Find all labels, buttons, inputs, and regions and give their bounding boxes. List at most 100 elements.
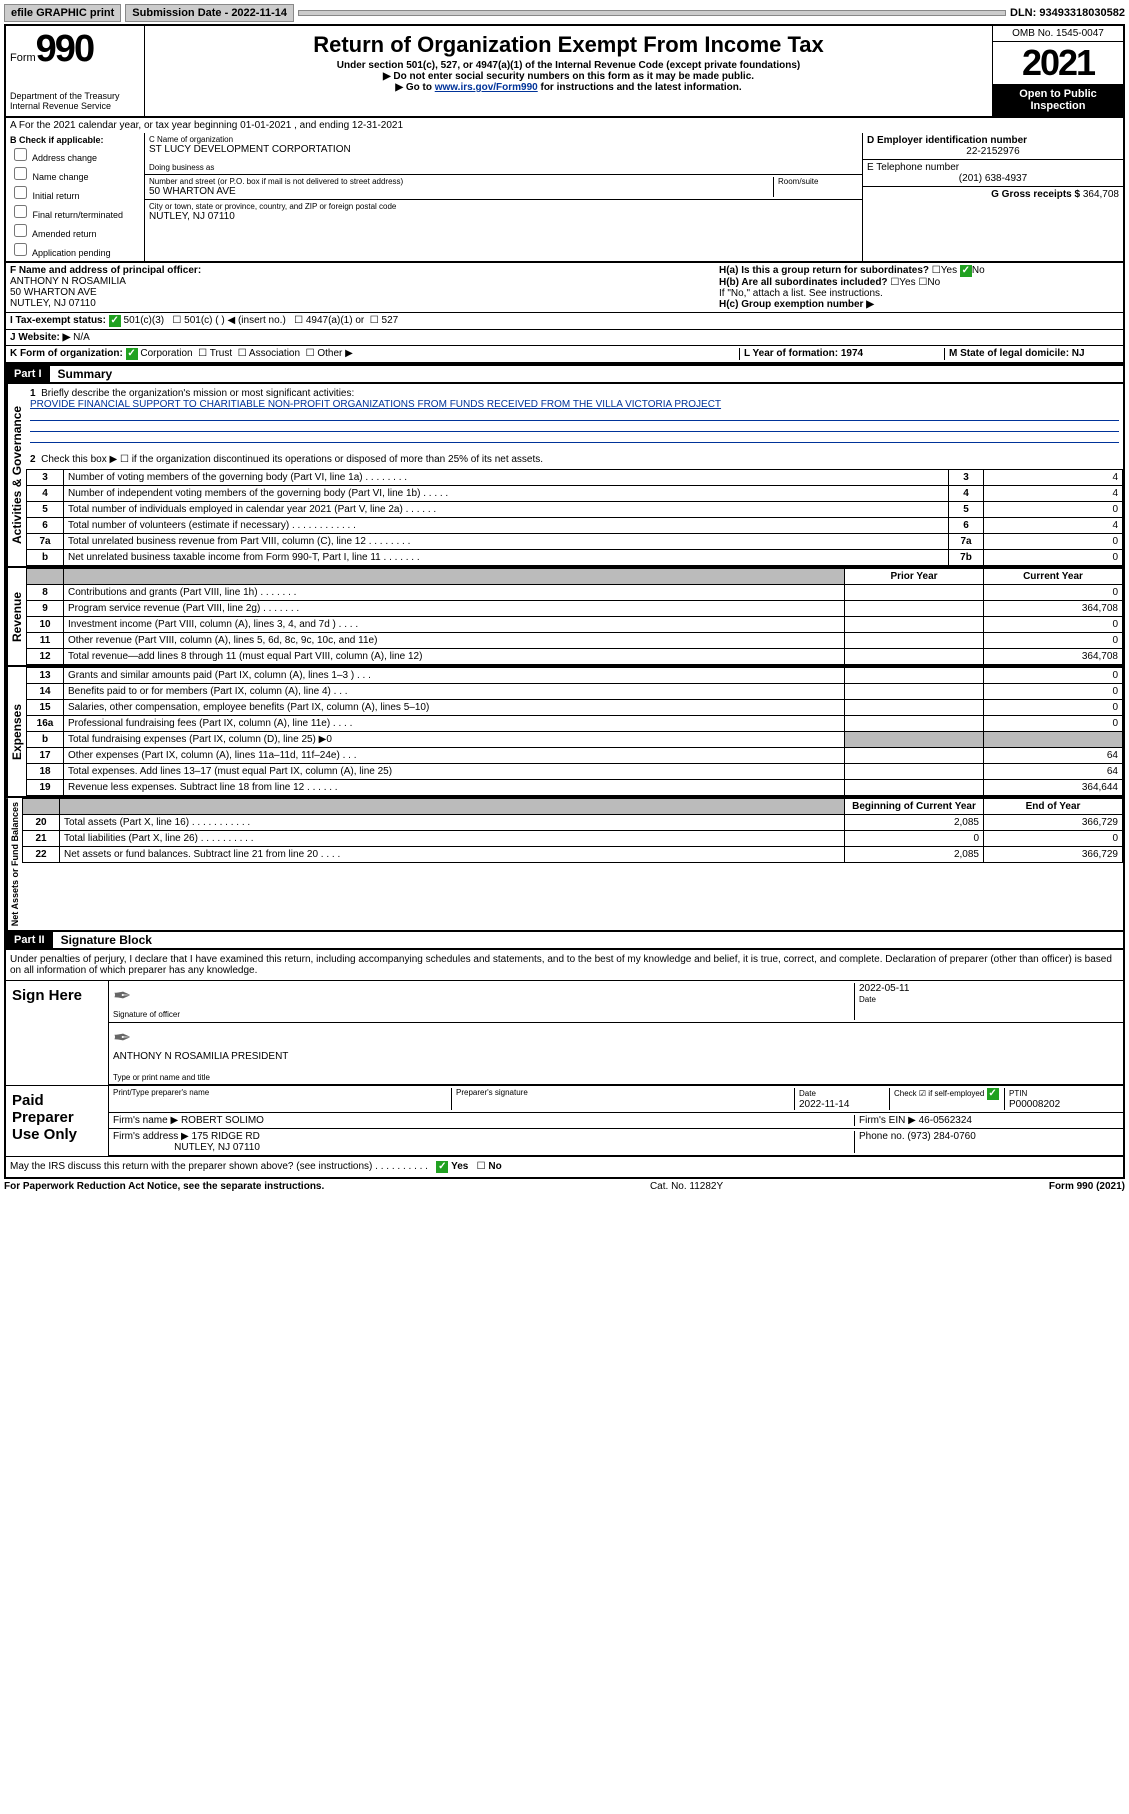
tax-exempt-label: I Tax-exempt status: xyxy=(10,315,106,326)
self-employed-checked-icon: ✓ xyxy=(987,1088,999,1100)
name-change-checkbox[interactable] xyxy=(14,167,27,180)
initial-return-checkbox[interactable] xyxy=(14,186,27,199)
part1-header: Part I xyxy=(6,366,50,382)
firm-addr1: 175 RIDGE RD xyxy=(192,1131,260,1142)
netassets-table: Beginning of Current YearEnd of Year 20T… xyxy=(22,798,1123,863)
ein-label: D Employer identification number xyxy=(867,135,1027,146)
sig-date-label: Date xyxy=(859,995,876,1004)
type-name-label: Type or print name and title xyxy=(113,1073,1119,1082)
firm-ein: 46-0562324 xyxy=(919,1115,972,1126)
firm-ein-label: Firm's EIN ▶ xyxy=(859,1115,916,1126)
page-footer: For Paperwork Reduction Act Notice, see … xyxy=(4,1179,1125,1192)
officer-label: F Name and address of principal officer: xyxy=(10,265,201,276)
part1-title: Summary xyxy=(50,367,113,381)
amended-return-checkbox[interactable] xyxy=(14,224,27,237)
addr-label: Number and street (or P.O. box if mail i… xyxy=(149,177,773,186)
line-a: A For the 2021 calendar year, or tax yea… xyxy=(4,118,1125,133)
officer-addr2: NUTLEY, NJ 07110 xyxy=(10,298,96,309)
city-state-zip: NUTLEY, NJ 07110 xyxy=(149,211,858,222)
irs-link[interactable]: www.irs.gov/Form990 xyxy=(435,82,538,93)
form-title: Return of Organization Exempt From Incom… xyxy=(149,32,988,58)
row-i: I Tax-exempt status: ✓ 501(c)(3) ☐ 501(c… xyxy=(4,313,1125,330)
part2-header: Part II xyxy=(6,932,53,948)
omb-label: OMB No. 1545-0047 xyxy=(993,26,1123,42)
firm-addr2: NUTLEY, NJ 07110 xyxy=(174,1142,260,1153)
ptin-label: PTIN xyxy=(1009,1089,1027,1098)
sig-date-value: 2022-05-11 xyxy=(859,983,909,994)
q2-label: Check this box ▶ ☐ if the organization d… xyxy=(41,454,543,465)
side-governance: Activities & Governance xyxy=(6,384,26,566)
form-org-label: K Form of organization: xyxy=(10,348,123,359)
firm-phone-label: Phone no. xyxy=(859,1131,905,1142)
phone-value: (201) 638-4937 xyxy=(867,173,1119,184)
opt-2: Initial return xyxy=(33,191,80,201)
opt-0: Address change xyxy=(32,153,97,163)
hc-label: H(c) Group exemption number ▶ xyxy=(719,299,874,310)
self-employed-label: Check ☑ if self-employed xyxy=(894,1089,984,1098)
final-return-checkbox[interactable] xyxy=(14,205,27,218)
state-domicile: M State of legal domicile: NJ xyxy=(949,348,1085,359)
org-name: ST LUCY DEVELOPMENT CORPORTATION xyxy=(149,144,858,155)
form-header: Form990 Department of the Treasury Inter… xyxy=(4,24,1125,118)
col-prior: Prior Year xyxy=(845,569,984,585)
side-netassets: Net Assets or Fund Balances xyxy=(6,798,22,930)
ha-no-checked-icon: ✓ xyxy=(960,265,972,277)
officer-printed-name: ANTHONY N ROSAMILIA PRESIDENT xyxy=(113,1051,1119,1062)
q1-label: Briefly describe the organization's miss… xyxy=(41,388,354,399)
opt-501c: 501(c) ( ) ◀ (insert no.) xyxy=(184,315,286,326)
gross-receipts-label: G Gross receipts $ xyxy=(991,189,1080,200)
501c3-checked-icon: ✓ xyxy=(109,315,121,327)
toolbar-spacer xyxy=(298,10,1006,16)
row-k: K Form of organization: ✓ Corporation ☐ … xyxy=(4,346,1125,364)
governance-table: 3Number of voting members of the governi… xyxy=(26,469,1123,566)
identity-block: B Check if applicable: Address change Na… xyxy=(4,133,1125,263)
opt-501c3: 501(c)(3) xyxy=(124,315,165,326)
submission-date-button[interactable]: Submission Date - 2022-11-14 xyxy=(125,4,294,22)
footer-right: Form 990 (2021) xyxy=(1049,1181,1125,1192)
addr-change-checkbox[interactable] xyxy=(14,148,27,161)
prep-name-label: Print/Type preparer's name xyxy=(113,1088,451,1110)
header-left: Form990 Department of the Treasury Inter… xyxy=(6,26,145,116)
hb-label: H(b) Are all subordinates included? xyxy=(719,277,888,288)
opt-other: Other ▶ xyxy=(317,348,352,359)
hb-yes: Yes xyxy=(899,277,915,288)
box-b-title: B Check if applicable: xyxy=(10,135,104,145)
box-c: C Name of organization ST LUCY DEVELOPME… xyxy=(145,133,862,261)
discuss-yes: Yes xyxy=(451,1161,468,1172)
sub3-pre: ▶ Go to xyxy=(395,82,434,93)
app-pending-checkbox[interactable] xyxy=(14,243,27,256)
opt-corp: Corporation xyxy=(140,348,192,359)
open-inspection: Open to Public Inspection xyxy=(993,84,1123,116)
hb-no: No xyxy=(927,277,940,288)
dln-label: DLN: 93493318030582 xyxy=(1010,7,1125,19)
officer-addr1: 50 WHARTON AVE xyxy=(10,287,97,298)
ha-yes: Yes xyxy=(941,265,957,276)
firm-phone: (973) 284-0760 xyxy=(907,1131,975,1142)
subtitle-2: ▶ Do not enter social security numbers o… xyxy=(149,71,988,82)
efile-button[interactable]: efile GRAPHIC print xyxy=(4,4,121,22)
opt-assoc: Association xyxy=(249,348,300,359)
header-mid: Return of Organization Exempt From Incom… xyxy=(145,26,992,116)
name-label: C Name of organization xyxy=(149,135,858,144)
opt-1: Name change xyxy=(33,172,89,182)
side-expenses: Expenses xyxy=(6,667,26,796)
opt-trust: Trust xyxy=(210,348,232,359)
ptin-value: P00008202 xyxy=(1009,1099,1060,1110)
discuss-no: No xyxy=(488,1161,501,1172)
prep-sig-label: Preparer's signature xyxy=(451,1088,794,1110)
discuss-yes-checked-icon: ✓ xyxy=(436,1161,448,1173)
phone-label: E Telephone number xyxy=(867,162,959,173)
footer-mid: Cat. No. 11282Y xyxy=(324,1181,1049,1192)
subtitle-1: Under section 501(c), 527, or 4947(a)(1)… xyxy=(149,60,988,71)
opt-5: Application pending xyxy=(32,248,111,258)
col-curr: Current Year xyxy=(984,569,1123,585)
dept-label: Department of the Treasury Internal Reve… xyxy=(10,91,140,111)
col-beg: Beginning of Current Year xyxy=(845,799,984,815)
box-b: B Check if applicable: Address change Na… xyxy=(6,133,145,261)
tax-year: 2021 xyxy=(993,42,1123,84)
revenue-table: Prior YearCurrent Year 8Contributions an… xyxy=(26,568,1123,665)
street-address: 50 WHARTON AVE xyxy=(149,186,773,197)
website-label: J Website: ▶ xyxy=(10,332,70,343)
prep-date: 2022-11-14 xyxy=(799,1099,849,1110)
form-number: 990 xyxy=(36,28,93,70)
